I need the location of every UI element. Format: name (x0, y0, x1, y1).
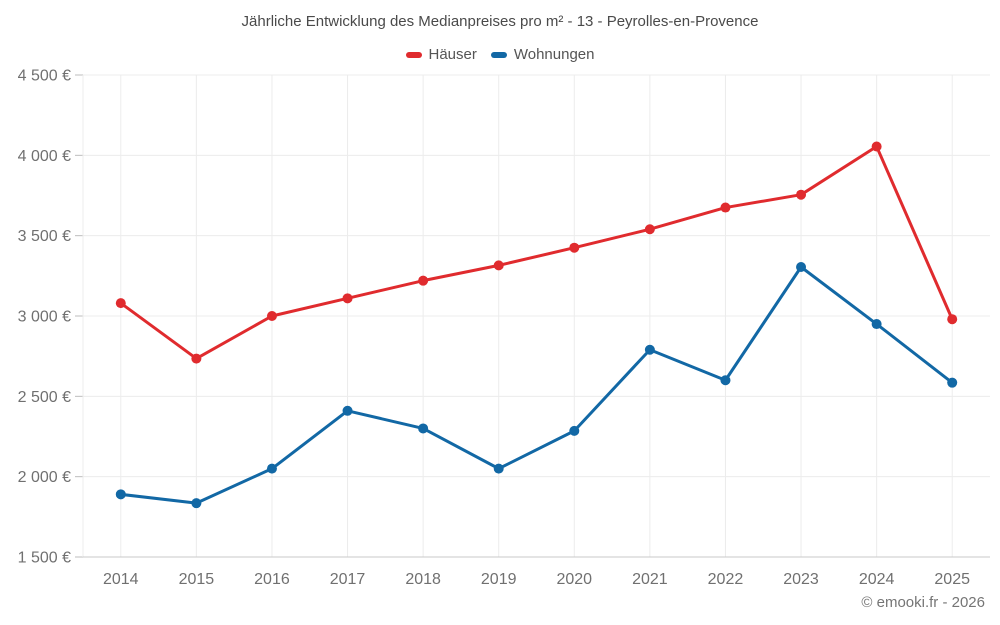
series-0-point-2021[interactable] (644, 224, 655, 235)
series-1-point-2024[interactable] (871, 319, 882, 330)
series-0-point-2017[interactable] (342, 293, 353, 304)
series-1-point-2019[interactable] (493, 463, 504, 474)
haeuser-legend-label: Häuser (428, 46, 477, 63)
y-tick-label: 2 000 € (18, 469, 71, 486)
y-tick-label: 2 500 € (18, 389, 71, 406)
series-0-point-2015[interactable] (191, 353, 202, 364)
x-tick-label: 2014 (103, 571, 139, 588)
series-1-point-2018[interactable] (418, 423, 429, 434)
series-1-point-2022[interactable] (720, 375, 731, 386)
x-tick-label: 2024 (859, 571, 895, 588)
x-tick-label: 2015 (179, 571, 215, 588)
series-1-point-2023[interactable] (796, 261, 807, 272)
x-tick-label: 2025 (934, 571, 970, 588)
x-tick-label: 2023 (783, 571, 819, 588)
series-0-point-2016[interactable] (266, 311, 277, 321)
x-tick-label: 2018 (405, 571, 441, 588)
series-1-point-2014[interactable] (115, 489, 126, 500)
y-tick-label: 1 500 € (18, 550, 71, 567)
series-1-point-2015[interactable] (191, 498, 202, 509)
wohnungen-legend-swatch-icon (490, 51, 507, 58)
series-0-point-2020[interactable] (569, 242, 580, 253)
x-tick-label: 2019 (481, 571, 517, 588)
y-tick-label: 3 000 € (18, 309, 71, 326)
series-line-0 (119, 144, 954, 361)
haeuser-legend-swatch-icon (405, 51, 422, 58)
x-tick-label: 2020 (556, 571, 592, 588)
series-1-point-2017[interactable] (342, 405, 353, 416)
x-tick-label: 2017 (330, 571, 366, 588)
x-tick-label: 2016 (254, 571, 290, 588)
series-0-point-2024[interactable] (871, 141, 882, 152)
series-1-point-2025[interactable] (947, 377, 958, 388)
series-0-point-2025[interactable] (947, 314, 958, 325)
y-tick-label: 4 000 € (18, 148, 71, 165)
series-0-point-2014[interactable] (115, 298, 126, 309)
series-0-point-2018[interactable] (418, 275, 429, 286)
copyright-footer: © emooki.fr - 2026 (861, 594, 985, 611)
series-1-point-2016[interactable] (266, 463, 277, 474)
x-tick-label: 2022 (708, 571, 744, 588)
x-tick-label: 2021 (632, 571, 668, 588)
y-tick-label: 4 500 € (18, 68, 71, 85)
legend-item-haeuser[interactable]: Häuser (405, 46, 477, 63)
chart-legend: Häuser Wohnungen (0, 46, 1000, 63)
chart-title: Jährliche Entwicklung des Medianpreises … (241, 13, 759, 30)
series-1-point-2021[interactable] (644, 344, 655, 355)
legend-item-wohnungen[interactable]: Wohnungen (490, 46, 595, 63)
series-0-point-2019[interactable] (493, 260, 504, 271)
y-tick-label: 3 500 € (18, 228, 71, 245)
series-0-point-2022[interactable] (720, 202, 731, 213)
series-0-point-2023[interactable] (796, 189, 807, 200)
wohnungen-legend-label: Wohnungen (513, 46, 595, 63)
series-1-point-2020[interactable] (569, 425, 580, 436)
series-line-1 (119, 265, 954, 505)
